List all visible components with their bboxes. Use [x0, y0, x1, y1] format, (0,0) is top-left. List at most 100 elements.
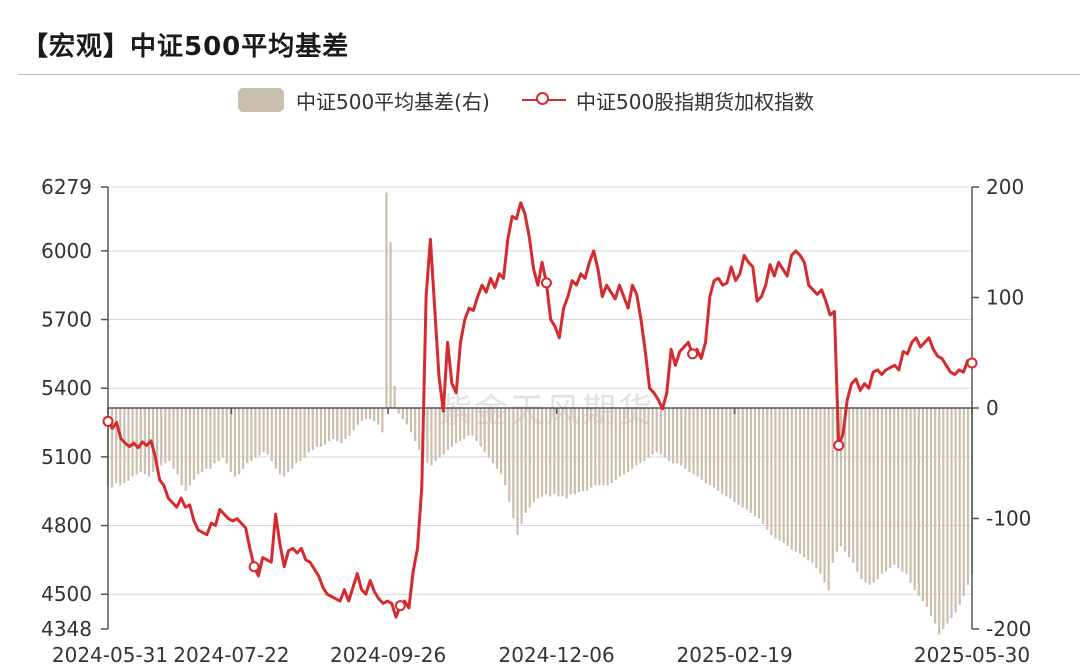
- basis-bar: [418, 408, 421, 450]
- basis-bar: [757, 408, 761, 519]
- basis-bar: [545, 408, 548, 495]
- basis-bar: [868, 408, 871, 585]
- basis-bar: [643, 408, 646, 462]
- basis-bar: [459, 408, 462, 442]
- basis-bar: [848, 408, 851, 558]
- basis-bar: [888, 408, 892, 569]
- basis-bar: [143, 408, 146, 475]
- basis-bar: [110, 408, 114, 488]
- left-axis-tick-label: 4500: [41, 582, 92, 606]
- basis-bar: [897, 408, 900, 569]
- basis-bar: [495, 408, 499, 469]
- basis-bar: [893, 408, 896, 565]
- basis-bar: [160, 408, 163, 466]
- basis-bar: [815, 408, 818, 569]
- basis-bar: [553, 408, 556, 495]
- basis-bar: [401, 408, 404, 420]
- right-axis-tick-label: 200: [986, 175, 1024, 199]
- basis-bar: [766, 408, 769, 530]
- basis-bar: [794, 408, 798, 552]
- basis-bar: [307, 408, 310, 453]
- basis-bar: [516, 408, 519, 536]
- legend-label-basis: 中证500平均基差(右): [296, 89, 490, 114]
- basis-bar: [504, 408, 507, 486]
- basis-bar: [172, 408, 175, 469]
- basis-bar: [864, 408, 867, 583]
- basis-bar: [237, 408, 241, 475]
- basis-bar: [557, 408, 560, 497]
- basis-bar: [332, 408, 335, 439]
- basis-bar: [901, 408, 904, 572]
- legend-item-index[interactable]: 中证500股指期货加权指数: [522, 86, 814, 114]
- basis-bar: [373, 408, 376, 422]
- basis-bar: [168, 408, 171, 462]
- basis-bar: [573, 408, 576, 495]
- basis-bar: [946, 408, 949, 624]
- basis-bar: [467, 408, 470, 436]
- basis-bar: [377, 408, 380, 425]
- basis-bar: [164, 408, 167, 464]
- basis-bar: [209, 408, 212, 469]
- basis-bar: [196, 408, 200, 475]
- basis-bar: [753, 408, 757, 517]
- basis-bar: [872, 408, 875, 583]
- basis-bar: [790, 408, 793, 550]
- right-axis-tick-label: 100: [986, 286, 1024, 310]
- basis-bar: [733, 408, 736, 502]
- basis-bar: [262, 408, 265, 453]
- basis-bar: [676, 408, 679, 464]
- basis-bar: [201, 408, 204, 473]
- right-axis-tick-label: -200: [986, 617, 1031, 641]
- index-marker: [833, 439, 845, 451]
- basis-bar: [843, 408, 847, 552]
- basis-bar: [352, 408, 355, 431]
- index-line: [106, 201, 973, 619]
- basis-bar: [651, 408, 654, 455]
- basis-bar: [966, 408, 970, 585]
- basis-bar: [229, 408, 232, 473]
- left-axis-tick-label: 5400: [41, 376, 92, 400]
- basis-bar: [250, 408, 253, 462]
- x-axis-tick-label: 2025-02-19: [677, 643, 793, 667]
- index-marker: [687, 348, 699, 360]
- basis-bar: [626, 408, 630, 473]
- basis-bar: [532, 408, 535, 502]
- basis-bar: [745, 408, 748, 510]
- basis-bar: [499, 408, 503, 475]
- basis-bar: [139, 408, 142, 473]
- basis-bar: [590, 408, 593, 488]
- basis-bar: [483, 408, 486, 453]
- basis-bar: [700, 408, 703, 480]
- basis-bar: [192, 408, 196, 480]
- basis-bar: [635, 408, 638, 466]
- basis-bar: [123, 408, 126, 484]
- basis-bar: [856, 408, 859, 572]
- index-marker: [966, 357, 978, 369]
- basis-bar: [119, 408, 122, 486]
- basis-bar: [258, 408, 261, 456]
- basis-bar: [442, 408, 445, 455]
- basis-bar: [536, 408, 540, 499]
- basis-bar: [839, 408, 843, 547]
- basis-bar: [291, 408, 294, 469]
- basis-bar: [287, 408, 290, 473]
- basis-bar: [356, 408, 359, 425]
- basis-bar: [454, 408, 458, 444]
- basis-bar: [446, 408, 449, 450]
- basis-bar: [729, 408, 732, 499]
- basis-bar: [409, 408, 413, 433]
- basis-bar: [852, 408, 855, 563]
- basis-bar: [295, 408, 298, 464]
- basis-bar: [942, 408, 945, 629]
- basis-bar: [205, 408, 208, 469]
- basis-bar: [270, 408, 273, 462]
- legend-item-basis[interactable]: 中证500平均基差(右): [238, 86, 490, 114]
- basis-bar: [725, 408, 728, 497]
- left-axis-tick-label: 4348: [41, 617, 92, 641]
- basis-bar: [909, 408, 912, 583]
- basis-bar: [663, 408, 667, 458]
- basis-bar: [876, 408, 879, 580]
- basis-bar: [266, 408, 269, 455]
- basis-bar: [508, 408, 511, 502]
